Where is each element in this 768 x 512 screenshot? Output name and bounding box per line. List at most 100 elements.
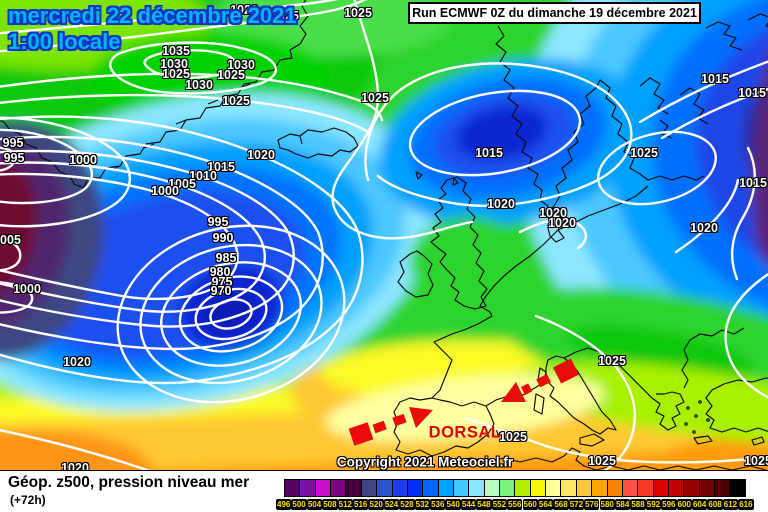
valid-time-line2: 1:00 locale: [8, 29, 121, 54]
isobar-label: 1000: [13, 282, 41, 296]
legend-swatch: [576, 480, 593, 496]
isobar-label: 1020: [487, 197, 515, 211]
map-canvas: 1020 1025 1025 1035 1030 1025 1030 1025 1030 1025…: [0, 0, 768, 470]
isobar-label: 1025: [598, 354, 626, 368]
coast-scandinavia: [495, 25, 705, 215]
isobar-label: 995: [3, 151, 25, 165]
isobar-label: 1020: [230, 3, 258, 17]
isobar-label: 1025: [271, 9, 299, 23]
isobar-label: 1025: [344, 6, 372, 20]
isobar-label: 970: [210, 284, 232, 298]
isobar-label: 1010: [189, 169, 217, 183]
legend-swatch: [592, 480, 608, 496]
legend-value: 524: [383, 499, 400, 510]
legend-swatch: [668, 480, 685, 496]
legend-swatch: [315, 480, 332, 496]
legend-swatch: [331, 480, 347, 496]
isobar-label: 1025: [361, 91, 389, 105]
weather-map-svg: [0, 0, 768, 470]
isobar-label: 1025: [630, 146, 658, 160]
isobar-label: 1020: [539, 206, 567, 220]
legend-swatch: [622, 480, 639, 496]
isobar-label: 990: [212, 231, 234, 245]
isobar-label: 1025: [588, 454, 616, 468]
legend-value: 584: [614, 499, 631, 510]
isobar-label: 1015: [738, 86, 766, 100]
isobar-label: 1000: [69, 153, 97, 167]
legend-value: 556: [507, 499, 523, 510]
legend-value: 548: [476, 499, 492, 510]
coast-westeurope: [431, 185, 649, 399]
legend-value: 508: [322, 499, 338, 510]
forecast-lead-time: (+72h): [10, 493, 46, 507]
legend-swatch: [530, 480, 547, 496]
run-info-box: Run ECMWF 0Z du dimanche 19 décembre 202…: [408, 2, 701, 24]
legend-swatch: [699, 480, 716, 496]
legend-swatch: [730, 480, 745, 496]
legend-value: 588: [630, 499, 646, 510]
isobar-label: 1000: [151, 184, 179, 198]
isobar-label: 1025: [744, 454, 768, 468]
isobar-label: 1015: [475, 146, 503, 160]
isobar-label: 1020: [548, 216, 576, 230]
isobar-label: 975: [211, 275, 233, 289]
legend-swatches: [284, 479, 746, 497]
coast-iceland: [277, 127, 359, 159]
legend-swatch: [638, 480, 654, 496]
legend-value: 568: [553, 499, 569, 510]
coastlines: [0, 0, 768, 470]
legend-swatch: [423, 480, 439, 496]
legend-value: 572: [568, 499, 585, 510]
legend-swatch: [438, 480, 454, 496]
legend-value: 612: [722, 499, 739, 510]
isobar-label: 995: [207, 215, 229, 229]
run-info-label: Run ECMWF 0Z du dimanche 19 décembre 202…: [412, 6, 697, 20]
ridge-arrow-east: [501, 358, 579, 402]
valid-date-label: mercredi 22 décembre 2021 1:00 locale: [8, 3, 297, 55]
coast-ireland: [397, 250, 434, 298]
isobar-label: 1015: [701, 72, 729, 86]
ridge-label: DORSAL: [428, 423, 502, 442]
footer-bar: Géop. z500, pression niveau mer (+72h) 4…: [0, 470, 768, 512]
legend-value: 608: [707, 499, 723, 510]
valid-date-line1: mercredi 22 décembre 2021: [8, 3, 297, 28]
legend-swatch: [346, 480, 362, 496]
legend-swatch: [300, 480, 316, 496]
legend-swatch: [653, 480, 669, 496]
isobar-label: 1030: [185, 78, 213, 92]
legend-swatch: [377, 480, 393, 496]
legend-value: 576: [584, 499, 600, 510]
ridge-arrow-west: [348, 407, 433, 446]
legend-swatch: [453, 480, 470, 496]
coast-greenland: [0, 0, 309, 189]
legend-value: 528: [399, 499, 415, 510]
legend-value: 600: [676, 499, 692, 510]
legend-value: 504: [306, 499, 323, 510]
isobar-label: 1025: [162, 67, 190, 81]
legend-swatch: [607, 480, 623, 496]
legend-swatch: [469, 480, 485, 496]
legend-swatch: [546, 480, 562, 496]
legend-swatch: [500, 480, 516, 496]
isobar-label: 1005: [0, 233, 21, 247]
legend-value: 596: [661, 499, 677, 510]
legend-swatch: [715, 480, 731, 496]
map-title: Géop. z500, pression niveau mer: [8, 474, 250, 491]
legend-swatch: [684, 480, 700, 496]
isobar-label: 1020: [247, 148, 275, 162]
isobar-label: 1020: [690, 221, 718, 235]
legend-value: 516: [353, 499, 369, 510]
isobar-label: 1015: [739, 176, 767, 190]
copyright-watermark: Copyright 2021 Meteociel.fr: [336, 454, 514, 470]
legend-swatch: [515, 480, 531, 496]
legend-value: 532: [414, 499, 431, 510]
isobar-label: 985: [215, 251, 237, 265]
legend-value: 616: [738, 499, 754, 510]
isobar-label: 1030: [227, 58, 255, 72]
legend-value: 604: [691, 499, 708, 510]
legend-value: 496: [276, 499, 292, 510]
isobar-label: 980: [209, 265, 231, 279]
legend-values: 496 500 504 508 512 516 520 524 528 532 536 540 544 5…: [276, 499, 754, 510]
legend-value: 540: [445, 499, 461, 510]
